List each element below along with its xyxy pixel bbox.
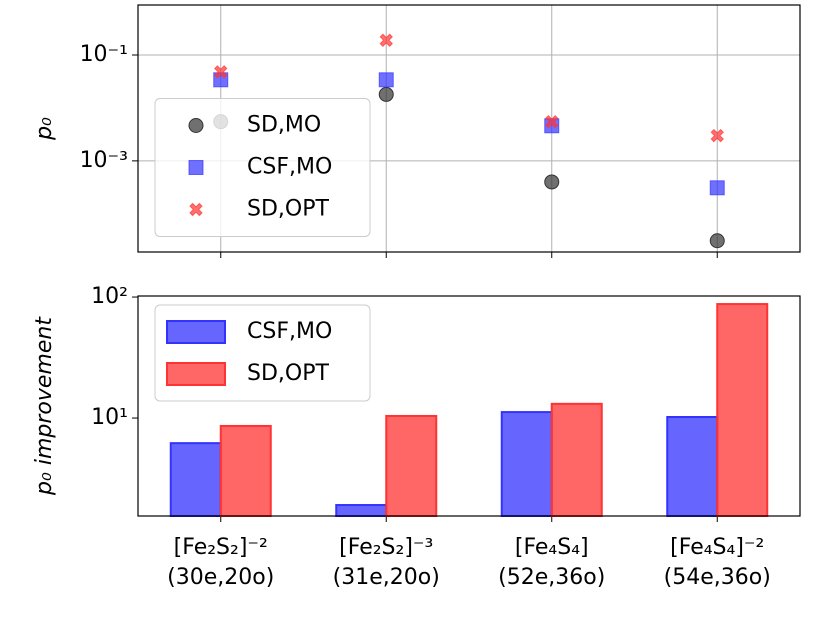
y-tick-label: 10⁻¹ xyxy=(80,42,128,67)
point xyxy=(188,160,204,175)
legend-label: CSF,MO xyxy=(247,155,332,180)
x-tick-label: (54e,36o) xyxy=(664,565,771,590)
x-tick-label: [Fe₂S₂]⁻² xyxy=(174,535,268,560)
bar xyxy=(716,303,769,517)
legend-label: SD,OPT xyxy=(247,197,329,222)
bar xyxy=(550,402,603,517)
x-tick-label: [Fe₄S₄] xyxy=(515,535,589,560)
point xyxy=(710,128,724,143)
y-axis-label: p₀ xyxy=(32,117,57,141)
bar xyxy=(500,411,553,518)
point xyxy=(544,174,560,190)
point xyxy=(189,202,203,217)
point xyxy=(545,114,559,129)
x-tick-label: (52e,36o) xyxy=(498,565,605,590)
point xyxy=(709,233,725,249)
point xyxy=(378,72,394,88)
bar xyxy=(385,414,438,518)
y-tick-label: 10⁻³ xyxy=(80,148,128,173)
bar xyxy=(666,415,719,517)
point xyxy=(378,86,394,102)
x-tick-label: [Fe₄S₄]⁻² xyxy=(670,535,764,560)
point xyxy=(214,65,228,79)
point xyxy=(709,180,725,196)
x-tick-label: (30e,20o) xyxy=(167,565,274,590)
axes-frame xyxy=(137,295,801,517)
y-tick-label: 10¹ xyxy=(91,405,128,430)
y-axis-label: p₀ improvement xyxy=(32,316,57,496)
legend-label: SD,OPT xyxy=(247,361,329,386)
y-tick-label: 10² xyxy=(91,284,128,309)
bar xyxy=(169,442,222,517)
legend-label: CSF,MO xyxy=(247,319,332,344)
axes-frame xyxy=(137,4,801,253)
point xyxy=(188,118,204,133)
bar xyxy=(219,424,272,517)
legend-box xyxy=(154,98,371,237)
bar xyxy=(335,504,388,518)
legend-swatch xyxy=(166,362,226,386)
point xyxy=(379,33,393,47)
legend-label: SD,MO xyxy=(247,113,321,138)
x-tick-label: [Fe₂S₂]⁻³ xyxy=(339,535,433,560)
x-tick-label: (31e,20o) xyxy=(333,565,440,590)
legend-swatch xyxy=(166,320,226,344)
